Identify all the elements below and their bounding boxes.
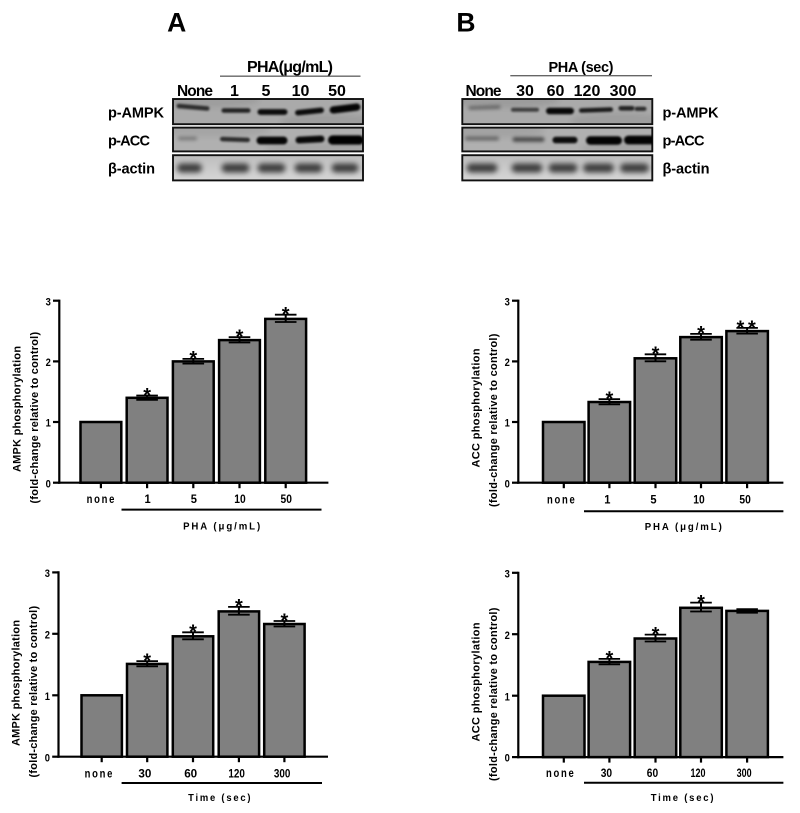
svg-text:*: * — [189, 348, 197, 370]
svg-text:50: 50 — [739, 493, 751, 507]
svg-text:120: 120 — [574, 83, 601, 100]
svg-text:120: 120 — [228, 766, 245, 780]
svg-text:5: 5 — [262, 83, 271, 100]
svg-text:30: 30 — [138, 766, 151, 780]
svg-text:1: 1 — [604, 493, 610, 507]
svg-text:PHA (μg/mL): PHA (μg/mL) — [183, 522, 262, 533]
svg-text:PHA (μg/mL): PHA (μg/mL) — [645, 522, 724, 533]
svg-text:*: * — [737, 318, 745, 340]
svg-text:p-ACC: p-ACC — [108, 134, 150, 150]
svg-text:*: * — [652, 624, 660, 646]
svg-text:p-ACC: p-ACC — [663, 134, 705, 150]
svg-text:10: 10 — [234, 492, 246, 506]
svg-text:30: 30 — [601, 766, 613, 780]
svg-text:*: * — [143, 650, 151, 672]
svg-text:(fold-change relative to contr: (fold-change relative to control) — [488, 333, 500, 507]
svg-text:None: None — [466, 83, 502, 100]
svg-text:ACC phosphorylation: ACC phosphorylation — [471, 623, 483, 742]
svg-text:none: none — [547, 493, 577, 507]
svg-text:300: 300 — [737, 766, 752, 780]
svg-text:2: 2 — [46, 357, 51, 369]
svg-text:1: 1 — [505, 418, 511, 430]
svg-text:0: 0 — [45, 752, 50, 764]
svg-text:0: 0 — [46, 478, 51, 490]
svg-text:3: 3 — [45, 568, 50, 580]
svg-text:PHA (sec): PHA (sec) — [549, 60, 614, 76]
svg-text:1: 1 — [505, 691, 511, 703]
svg-text:0: 0 — [505, 478, 510, 490]
svg-text:300: 300 — [274, 766, 291, 780]
svg-text:(fold-change relative to contr: (fold-change relative to control) — [29, 332, 41, 504]
svg-text:*: * — [652, 344, 660, 366]
svg-text:β-actin: β-actin — [108, 161, 155, 177]
svg-text:3: 3 — [505, 568, 510, 580]
svg-text:*: * — [282, 304, 290, 326]
svg-text:(fold-change relative to contr: (fold-change relative to control) — [28, 606, 40, 778]
svg-text:60: 60 — [647, 766, 659, 780]
svg-text:50: 50 — [328, 83, 346, 100]
svg-text:2: 2 — [505, 357, 510, 369]
svg-text:120: 120 — [691, 766, 706, 780]
svg-text:(fold-change relative to contr: (fold-change relative to control) — [488, 607, 500, 781]
svg-text:A: A — [167, 7, 186, 37]
svg-text:*: * — [606, 648, 614, 670]
svg-text:3: 3 — [505, 296, 510, 308]
svg-text:10: 10 — [693, 493, 705, 507]
svg-text:none: none — [546, 766, 576, 780]
svg-text:30: 30 — [516, 83, 534, 100]
svg-text:none: none — [85, 766, 115, 780]
svg-text:*: * — [697, 323, 705, 345]
svg-text:300: 300 — [610, 83, 637, 100]
svg-text:1: 1 — [45, 691, 51, 703]
svg-text:*: * — [606, 388, 614, 410]
svg-text:*: * — [235, 596, 243, 618]
svg-text:10: 10 — [292, 83, 310, 100]
svg-text:5: 5 — [650, 493, 656, 507]
svg-text:none: none — [87, 492, 117, 506]
svg-text:AMPK phosphorylation: AMPK phosphorylation — [12, 346, 24, 472]
svg-text:2: 2 — [505, 630, 510, 642]
svg-text:β-actin: β-actin — [663, 161, 710, 177]
svg-text:1: 1 — [46, 418, 52, 430]
svg-text:3: 3 — [46, 296, 51, 308]
svg-text:1: 1 — [145, 492, 151, 506]
svg-text:Time (sec): Time (sec) — [651, 793, 716, 804]
svg-text:*: * — [189, 622, 197, 644]
svg-text:2: 2 — [45, 629, 50, 641]
svg-text:B: B — [456, 7, 475, 37]
svg-text:1: 1 — [230, 83, 239, 100]
svg-text:p-AMPK: p-AMPK — [108, 106, 164, 122]
svg-text:*: * — [281, 610, 289, 632]
svg-text:Time (sec): Time (sec) — [188, 793, 252, 804]
svg-text:None: None — [177, 83, 213, 100]
svg-text:*: * — [748, 318, 756, 340]
svg-text:ACC phosphorylation: ACC phosphorylation — [471, 349, 483, 468]
svg-text:AMPK phosphorylation: AMPK phosphorylation — [11, 620, 23, 746]
svg-text:PHA(μg/mL): PHA(μg/mL) — [247, 59, 333, 76]
svg-text:50: 50 — [281, 492, 293, 506]
svg-text:*: * — [697, 592, 705, 614]
svg-text:*: * — [143, 385, 151, 407]
svg-text:60: 60 — [184, 766, 197, 780]
svg-text:60: 60 — [547, 83, 565, 100]
svg-text:p-AMPK: p-AMPK — [663, 106, 719, 122]
svg-text:5: 5 — [191, 492, 197, 506]
svg-text:*: * — [236, 327, 244, 349]
svg-text:0: 0 — [505, 753, 510, 765]
